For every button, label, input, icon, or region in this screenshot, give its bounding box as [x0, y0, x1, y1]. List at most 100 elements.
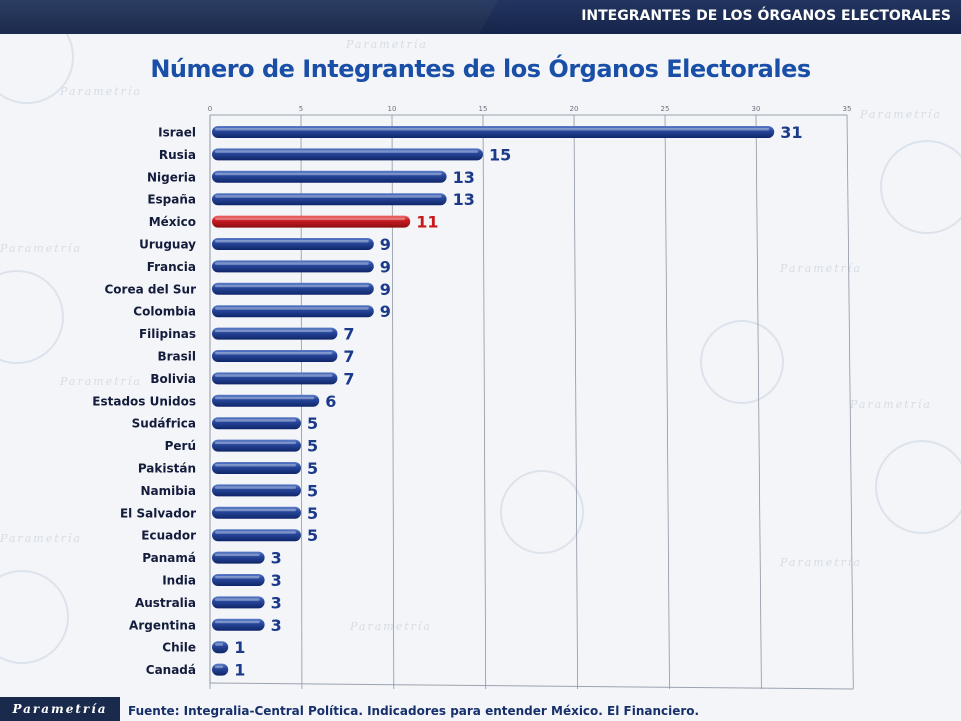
bar-highlight	[215, 128, 770, 131]
x-tick-label: 10	[388, 105, 397, 113]
data-label: 5	[307, 481, 318, 500]
category-label: Uruguay	[139, 238, 196, 252]
bar-highlight	[215, 576, 260, 579]
watermark-text: Parametría	[350, 620, 432, 633]
bar-highlight	[215, 486, 296, 489]
source-note: Fuente: Integralia-Central Política. Ind…	[128, 704, 700, 718]
bar	[212, 663, 229, 676]
bar	[212, 641, 229, 654]
data-label: 1	[234, 638, 245, 657]
bar-highlight	[215, 352, 333, 355]
category-label: Argentina	[129, 618, 196, 632]
bar	[212, 394, 320, 407]
background-circle	[880, 140, 961, 234]
watermark-text: Parametría	[860, 108, 942, 121]
data-label: 6	[325, 392, 336, 411]
category-label: Filipinas	[139, 327, 196, 341]
data-label: 3	[271, 616, 282, 635]
data-label: 9	[380, 257, 391, 276]
bar	[212, 148, 483, 161]
category-label: Namibia	[140, 484, 196, 498]
category-label: Estados Unidos	[92, 394, 196, 408]
bar-highlight	[215, 262, 369, 265]
bar	[212, 462, 301, 474]
data-label: 5	[307, 459, 318, 478]
watermark-text: Parametría	[60, 85, 142, 98]
x-tick-label: 30	[752, 105, 761, 113]
bar	[212, 506, 301, 519]
gridline	[755, 114, 762, 690]
x-tick-label: 35	[843, 105, 852, 113]
category-label: Rusia	[159, 148, 196, 162]
bar-highlight	[215, 307, 369, 310]
bar	[212, 439, 301, 452]
bar-highlight	[215, 508, 296, 512]
bar	[212, 618, 265, 631]
bar-highlight	[215, 531, 296, 534]
background-circle	[500, 470, 584, 554]
data-label: 7	[343, 347, 354, 366]
bar-highlight	[215, 419, 296, 422]
brand-logo: Parametría	[0, 697, 120, 721]
section-title: INTEGRANTES DE LOS ÓRGANOS ELECTORALES	[581, 8, 951, 24]
bar	[212, 215, 411, 228]
bar-highlight	[215, 598, 260, 601]
data-label: 5	[307, 414, 318, 433]
category-label: México	[149, 215, 196, 229]
category-label: Sudáfrica	[132, 417, 196, 431]
data-label: 7	[343, 369, 354, 388]
data-label: 9	[380, 302, 391, 321]
watermark-text: Parametría	[0, 242, 82, 255]
data-label: 3	[271, 571, 282, 590]
category-label: El Salvador	[120, 506, 196, 520]
bar	[212, 350, 338, 362]
bar-highlight	[215, 195, 442, 198]
watermark-text: Parametría	[0, 532, 82, 545]
data-label: 5	[307, 526, 318, 545]
bar-highlight	[215, 284, 369, 288]
bar	[212, 282, 374, 295]
bar	[212, 170, 447, 183]
category-label: Pakistán	[138, 462, 196, 476]
data-label: 13	[453, 190, 475, 209]
category-label: Nigeria	[147, 170, 196, 184]
data-label: 3	[271, 593, 282, 612]
bar	[212, 551, 265, 564]
category-label: Panamá	[142, 551, 196, 565]
bar-highlight	[215, 553, 260, 557]
data-label: 5	[307, 504, 318, 523]
bar-highlight	[215, 441, 296, 445]
bar-highlight	[215, 172, 442, 176]
category-label: Australia	[135, 596, 196, 610]
bar-highlight	[215, 643, 224, 646]
bar	[212, 574, 265, 586]
watermark-text: Parametría	[850, 398, 932, 411]
data-label: 9	[380, 235, 391, 254]
bar-highlight	[215, 374, 333, 377]
data-label: 9	[380, 280, 391, 299]
bar	[212, 372, 338, 385]
category-label: Canadá	[146, 663, 196, 677]
bar	[212, 529, 301, 542]
gridline	[482, 114, 487, 690]
category-label: India	[162, 574, 196, 588]
gridline	[664, 114, 670, 690]
data-label: 11	[416, 213, 438, 232]
data-label: 7	[343, 325, 354, 344]
data-label: 31	[780, 123, 802, 142]
bar	[212, 126, 775, 138]
category-label: Corea del Sur	[104, 282, 196, 296]
x-tick-label: 0	[208, 105, 212, 113]
bar-highlight	[215, 620, 260, 624]
bar	[212, 260, 374, 273]
data-label: 5	[307, 437, 318, 456]
bar-highlight	[215, 665, 224, 669]
x-tick-label: 15	[479, 105, 488, 113]
bar	[212, 193, 447, 206]
gridline	[846, 114, 854, 690]
x-tick-label: 25	[661, 105, 670, 113]
bar-highlight	[215, 240, 369, 243]
bar-highlight	[215, 150, 478, 153]
category-label: Israel	[158, 126, 196, 140]
